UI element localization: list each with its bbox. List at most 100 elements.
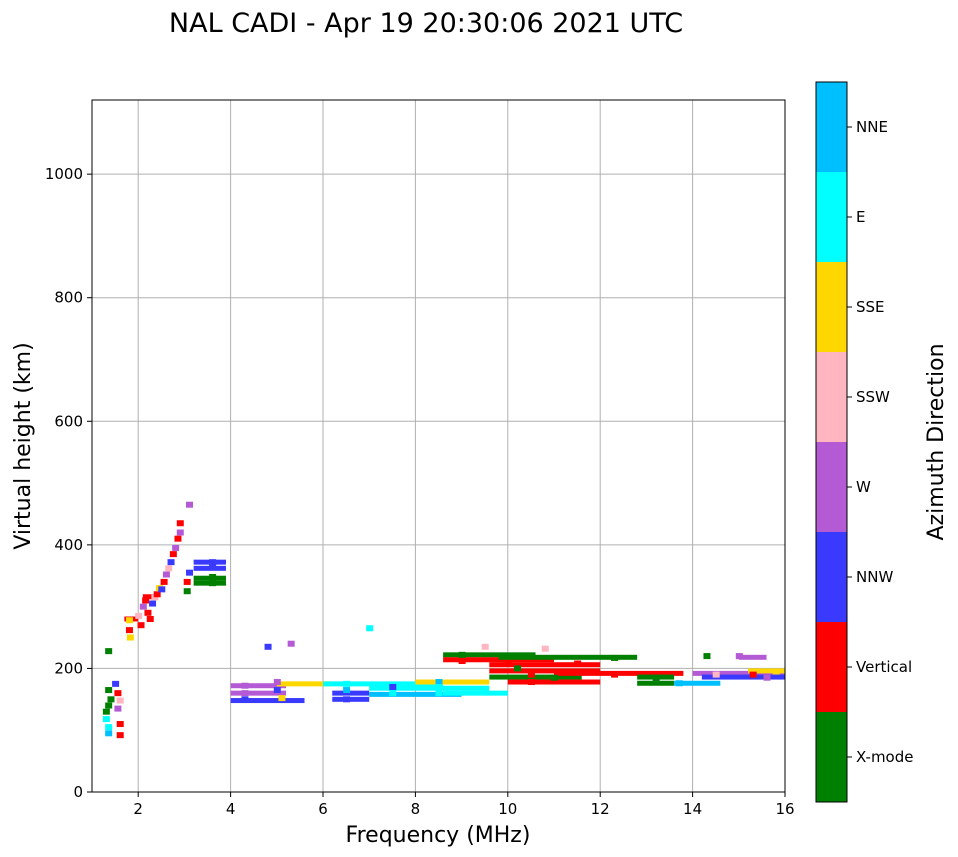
echo-point [749, 671, 757, 678]
echo-point [541, 645, 549, 652]
echo-point [183, 578, 191, 585]
echo-point [278, 695, 286, 702]
echo-trace [701, 674, 785, 680]
echo-trace [332, 696, 370, 702]
echo-point [125, 627, 133, 634]
echo-point [102, 716, 110, 723]
colorbar-tick-label: X-mode [856, 748, 913, 766]
y-axis-label: Virtual height (km) [11, 342, 36, 549]
echo-point [186, 569, 194, 576]
y-tick-label: 200 [54, 659, 83, 677]
colorbar-segment [816, 262, 847, 352]
echo-trace [738, 654, 767, 660]
echo-point [158, 586, 166, 593]
echo-trace [637, 680, 675, 686]
colorbar-label: Azimuth Direction [924, 343, 949, 540]
plot-area: 2 4 6 8 10 12 14 16 0 200 400 600 800 1000 [45, 99, 795, 818]
echo-point [209, 563, 217, 570]
colorbar-tick-label: E [856, 208, 865, 226]
echo-trace [230, 698, 305, 704]
plot-border [91, 99, 786, 793]
echo-trace [748, 668, 785, 674]
echo-trace [332, 690, 370, 696]
echo-point [209, 559, 217, 566]
x-tick-label: 4 [226, 800, 236, 818]
echo-trace [369, 685, 490, 691]
echo-point [241, 696, 249, 703]
echo-point [527, 679, 535, 686]
echo-trace [498, 654, 638, 660]
x-axis-ticks: 2 4 6 8 10 12 14 16 [133, 792, 795, 818]
echo-trace [489, 662, 601, 668]
x-tick-label: 2 [133, 800, 143, 818]
echo-point [105, 702, 113, 709]
y-axis-ticks: 0 200 400 600 800 1000 [45, 165, 92, 801]
colorbar-segment [816, 82, 847, 172]
echo-point [343, 696, 351, 703]
echo-point [116, 732, 124, 739]
colorbar-border [815, 81, 848, 803]
echo-point [174, 535, 182, 542]
echo-point [735, 653, 743, 660]
echo-point [675, 680, 683, 687]
colorbar-tick-label: Vertical [856, 658, 912, 676]
echo-trace [692, 670, 785, 676]
echo-point [165, 565, 173, 572]
echo-point [209, 580, 217, 587]
echo-point [105, 730, 113, 737]
y-tick-label: 1000 [45, 165, 83, 183]
echo-point [514, 665, 522, 672]
echo-point [366, 625, 374, 632]
echo-point [105, 724, 113, 731]
echo-trace [443, 690, 508, 696]
echo-point [176, 520, 184, 527]
echo-point [116, 697, 124, 704]
echo-point [139, 603, 147, 610]
echo-point [435, 683, 443, 690]
colorbar-tick-label: NNE [856, 118, 888, 136]
colorbar-segment [816, 442, 847, 532]
echo-point [172, 544, 180, 551]
echo-point [135, 612, 143, 619]
echo-trace [142, 594, 157, 600]
echo-point [114, 705, 122, 712]
chart-title: NAL CADI - Apr 19 20:30:06 2021 UTC [169, 8, 683, 39]
colorbar-segment [816, 712, 847, 802]
echo-point [126, 634, 134, 641]
x-tick-label: 16 [775, 800, 794, 818]
echo-point [186, 501, 194, 508]
echo-point [209, 573, 217, 580]
x-tick-label: 12 [591, 800, 610, 818]
echo-point [574, 668, 582, 675]
colorbar-tick-label: SSE [856, 298, 885, 316]
y-tick-label: 800 [54, 289, 83, 307]
echo-point [389, 690, 397, 697]
echo-point [652, 676, 660, 683]
echo-point [611, 671, 619, 678]
data-layer [102, 501, 785, 739]
echo-point [162, 571, 170, 578]
echo-point [527, 671, 535, 678]
echo-point [183, 588, 191, 595]
echo-point [151, 594, 159, 601]
colorbar-tick-label: NNW [856, 568, 893, 586]
echo-trace [443, 652, 536, 658]
echo-point [264, 643, 272, 650]
echo-trace [554, 670, 684, 676]
echo-point [241, 690, 249, 697]
echo-point [153, 591, 161, 598]
echo-point [169, 551, 177, 558]
echo-point [763, 674, 771, 681]
echo-point [125, 617, 133, 624]
echo-trace [489, 668, 601, 674]
echo-point [160, 578, 168, 585]
echo-point [712, 671, 720, 678]
echo-point [114, 690, 122, 697]
x-tick-label: 14 [683, 800, 702, 818]
echo-point [149, 600, 157, 607]
colorbar-tick-label: W [856, 478, 871, 496]
echo-point [504, 660, 512, 667]
y-tick-label: 600 [54, 412, 83, 430]
echo-point [458, 651, 466, 658]
